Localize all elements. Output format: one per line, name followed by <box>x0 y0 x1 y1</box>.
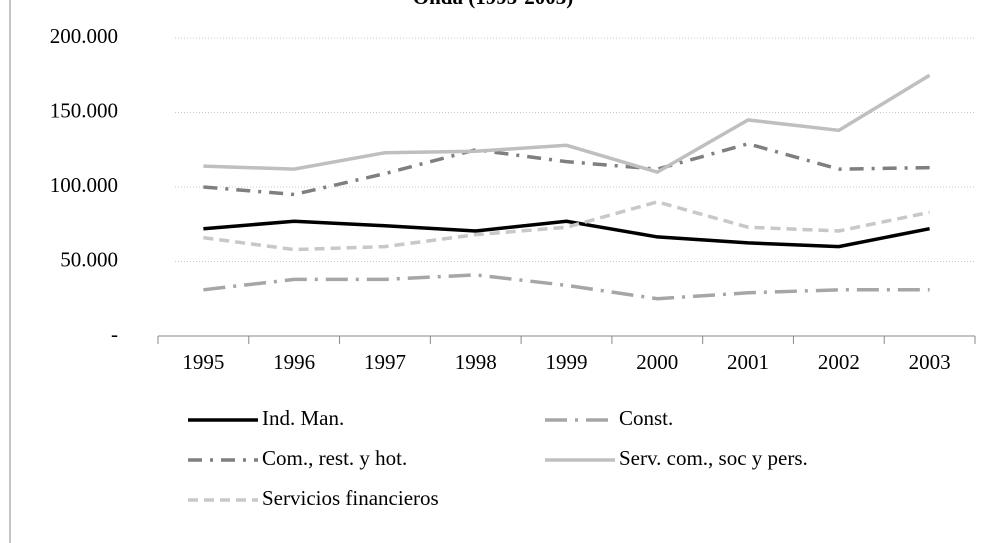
chart-frame <box>9 0 11 543</box>
x-tick-label: 2003 <box>909 350 951 374</box>
legend-label: Const. <box>619 406 673 430</box>
legend-label: Ind. Man. <box>262 406 344 430</box>
legend-label: Servicios financieros <box>262 486 439 510</box>
series-line <box>203 73 931 174</box>
y-tick-label: 200.000 <box>50 24 118 48</box>
series-line <box>203 219 930 249</box>
series-line <box>203 273 930 301</box>
x-tick-label: 1996 <box>273 350 315 374</box>
chart-title: Onda (1995-2003) <box>413 0 573 9</box>
x-tick-label: 2002 <box>818 350 860 374</box>
legend-label: Com., rest. y hot. <box>262 446 407 470</box>
legend-label: Serv. com., soc y pers. <box>619 446 808 470</box>
y-tick-label: - <box>111 322 118 346</box>
y-tick-label: 100.000 <box>50 173 118 197</box>
y-tick-label: 150.000 <box>50 98 118 122</box>
x-tick-label: 1995 <box>182 350 224 374</box>
x-tick-label: 2000 <box>636 350 678 374</box>
series-line <box>203 200 930 252</box>
y-tick-label: 50.000 <box>60 247 118 271</box>
series-line <box>203 141 930 197</box>
x-tick-label: 2001 <box>727 350 769 374</box>
x-tick-label: 1997 <box>364 350 406 374</box>
x-tick-label: 1998 <box>455 350 497 374</box>
x-tick-label: 1999 <box>546 350 588 374</box>
